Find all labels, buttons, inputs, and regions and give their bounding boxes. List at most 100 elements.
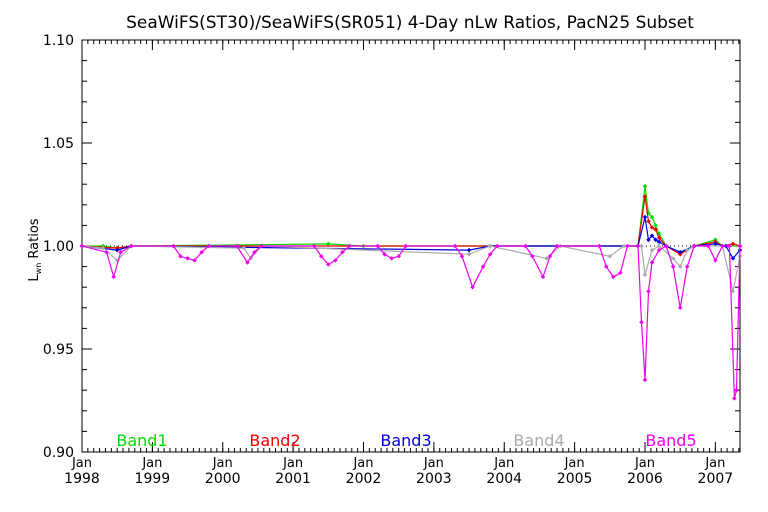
series-point-band5 [234,243,240,249]
series-point-band5 [663,243,669,249]
series-point-band4 [241,245,247,251]
series-point-band3 [466,247,472,253]
series-point-band5 [480,264,486,269]
y-tick-label: 1.05 [43,136,74,152]
series-point-band5 [639,319,644,325]
series-point-band5 [326,262,331,267]
series-line-band4 [81,245,741,292]
series-point-band5 [340,249,345,255]
series-point-band3 [642,214,648,220]
legend-band1: Band1 [116,431,167,450]
series-point-band2 [646,219,651,224]
x-tick-year: 2002 [346,471,382,487]
series-point-band5 [311,243,317,249]
series-point-band1 [653,223,658,228]
series-point-band5 [734,387,739,393]
chart-title: SeaWiFS(ST30)/SeaWiFS(SR051) 4-Day nLw R… [126,13,694,33]
x-tick-month: Jan [493,456,514,471]
series-point-band4 [639,243,644,249]
x-tick-year: 2006 [627,471,663,487]
series-point-band5 [625,243,630,249]
series-point-band5 [618,270,623,276]
plot-area: 0.900.951.001.051.10Jan1998Jan1999Jan200… [43,33,743,487]
series-point-band5 [389,256,394,261]
series-point-band5 [677,305,683,311]
series-point-band5 [530,254,535,259]
series-point-band5 [459,254,465,259]
x-tick-year: 2004 [486,471,522,487]
x-tick-month: Jan [352,456,373,471]
series-point-band5 [319,254,324,259]
series-point-band5 [347,243,352,249]
series-point-band5 [554,243,560,249]
series-point-band4 [544,256,549,261]
series-point-band4 [677,264,683,269]
series-point-band5 [646,289,651,294]
series-point-band5 [104,249,109,255]
series-point-band5 [670,264,676,269]
x-tick-year: 1999 [135,471,171,487]
series-point-band4 [487,243,493,249]
series-point-band1 [642,184,648,189]
series-point-band4 [670,256,676,261]
series-point-band5 [470,284,475,290]
legend-band5: Band5 [645,431,696,450]
x-tick-year: 2007 [698,471,734,487]
x-tick-month: Jan [282,456,303,471]
x-tick-month: Jan [141,456,162,471]
series-point-band5 [649,260,655,265]
series-point-band5 [597,243,602,249]
series-point-band5 [178,254,183,259]
series-point-band5 [403,243,408,249]
series-point-band2 [649,225,655,230]
series-point-band4 [642,272,648,278]
x-tick-year: 2001 [275,471,311,487]
series-point-band1 [649,214,655,220]
x-tick-year: 1998 [64,471,100,487]
series-point-band5 [720,243,725,249]
series-point-band5 [333,258,338,263]
y-axis-label-sub: wn [34,263,43,275]
y-axis-label-main: L [27,274,42,282]
y-tick-label: 1.00 [43,239,74,255]
series-point-band5 [727,243,732,249]
x-tick-month: Jan [212,456,233,471]
series-point-band5 [396,254,401,259]
series-point-band3 [730,256,736,261]
series-point-band5 [684,264,690,269]
y-tick-label: 1.10 [43,33,74,49]
x-tick-year: 2003 [416,471,452,487]
legend-band3: Band3 [380,431,431,450]
series-point-band5 [111,274,116,280]
legend-band4: Band4 [513,431,564,450]
series-point-band4 [100,245,106,251]
series-point-band5 [737,243,743,249]
x-tick-month: Jan [634,456,655,471]
series-point-band5 [642,377,648,383]
y-tick-label: 0.90 [43,445,74,461]
y-axis-label: Lwn Ratios [27,218,43,281]
series-point-band3 [713,241,718,247]
x-tick-month: Jan [71,456,92,471]
legend-band2: Band2 [249,431,300,450]
series-point-band5 [185,256,190,261]
series-point-band5 [713,258,718,263]
series-point-band5 [79,243,85,249]
series-line-band2 [81,196,741,255]
x-tick-year: 2000 [205,471,241,487]
y-tick-label: 0.95 [43,342,74,358]
series-point-band5 [706,243,711,249]
series-point-band4 [466,251,472,257]
x-tick-month: Jan [423,456,444,471]
series-point-band5 [540,274,546,280]
x-tick-month: Jan [564,456,585,471]
y-axis-label-rest: Ratios [27,218,42,263]
x-tick-month: Jan [704,456,725,471]
series-point-band3 [656,239,662,245]
series-point-band5 [252,249,257,255]
series-point-band5 [611,274,616,280]
series-point-band5 [635,243,641,249]
x-tick-year: 2005 [557,471,593,487]
series-point-band5 [732,396,737,401]
